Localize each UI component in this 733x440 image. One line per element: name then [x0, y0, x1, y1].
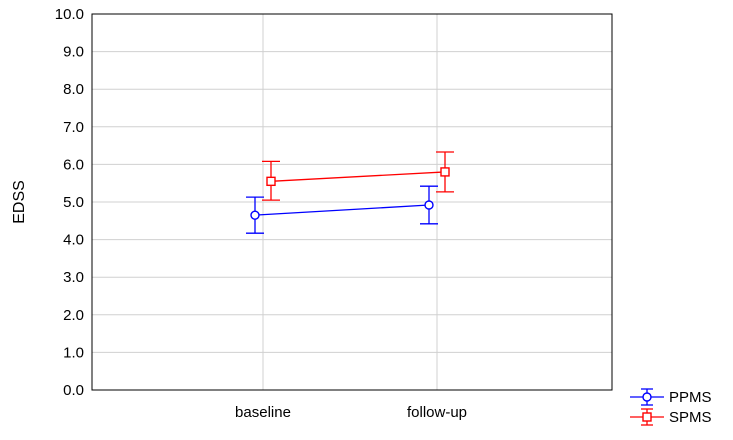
y-tick-label: 0.0: [63, 382, 84, 399]
data-point: [424, 200, 434, 210]
x-tick-labels: baseline follow-up: [235, 404, 467, 421]
y-tick-label: 2.0: [63, 307, 84, 324]
legend-item-ppms: PPMS: [630, 388, 712, 406]
x-tick-label: baseline: [235, 404, 291, 421]
y-tick-label: 3.0: [63, 269, 84, 286]
plot-frame: [91, 13, 613, 391]
series-spms: [262, 151, 454, 201]
y-tick-label: 7.0: [63, 119, 84, 136]
y-tick-label: 6.0: [63, 156, 84, 173]
legend-label: SPMS: [669, 409, 712, 426]
y-tick-label: 4.0: [63, 232, 84, 249]
legend-label: PPMS: [669, 389, 712, 406]
data-point: [250, 210, 260, 220]
y-tick-label: 8.0: [63, 81, 84, 98]
y-tick-label: 9.0: [63, 44, 84, 61]
series-ppms: [246, 185, 438, 234]
legend-item-spms: SPMS: [630, 408, 712, 426]
series-layer: [246, 151, 454, 234]
series-line: [270, 171, 446, 182]
data-point: [266, 176, 276, 187]
series-line: [254, 204, 430, 216]
data-point: [440, 167, 450, 177]
y-tick-label: 10.0: [55, 6, 84, 23]
y-tick-label: 1.0: [63, 344, 84, 361]
legend-marker: [642, 392, 652, 402]
legend-marker: [642, 412, 652, 422]
x-tick-label: follow-up: [407, 404, 467, 421]
y-axis-title: EDSS: [11, 180, 28, 224]
y-tick-label: 5.0: [63, 194, 84, 211]
y-tick-labels: 0.0 1.0 2.0 3.0 4.0 5.0 6.0 7.0 8.0 9.0 10.0: [55, 6, 84, 399]
grid-lines: [92, 14, 612, 390]
legend: PPMS SPMS: [630, 388, 712, 426]
